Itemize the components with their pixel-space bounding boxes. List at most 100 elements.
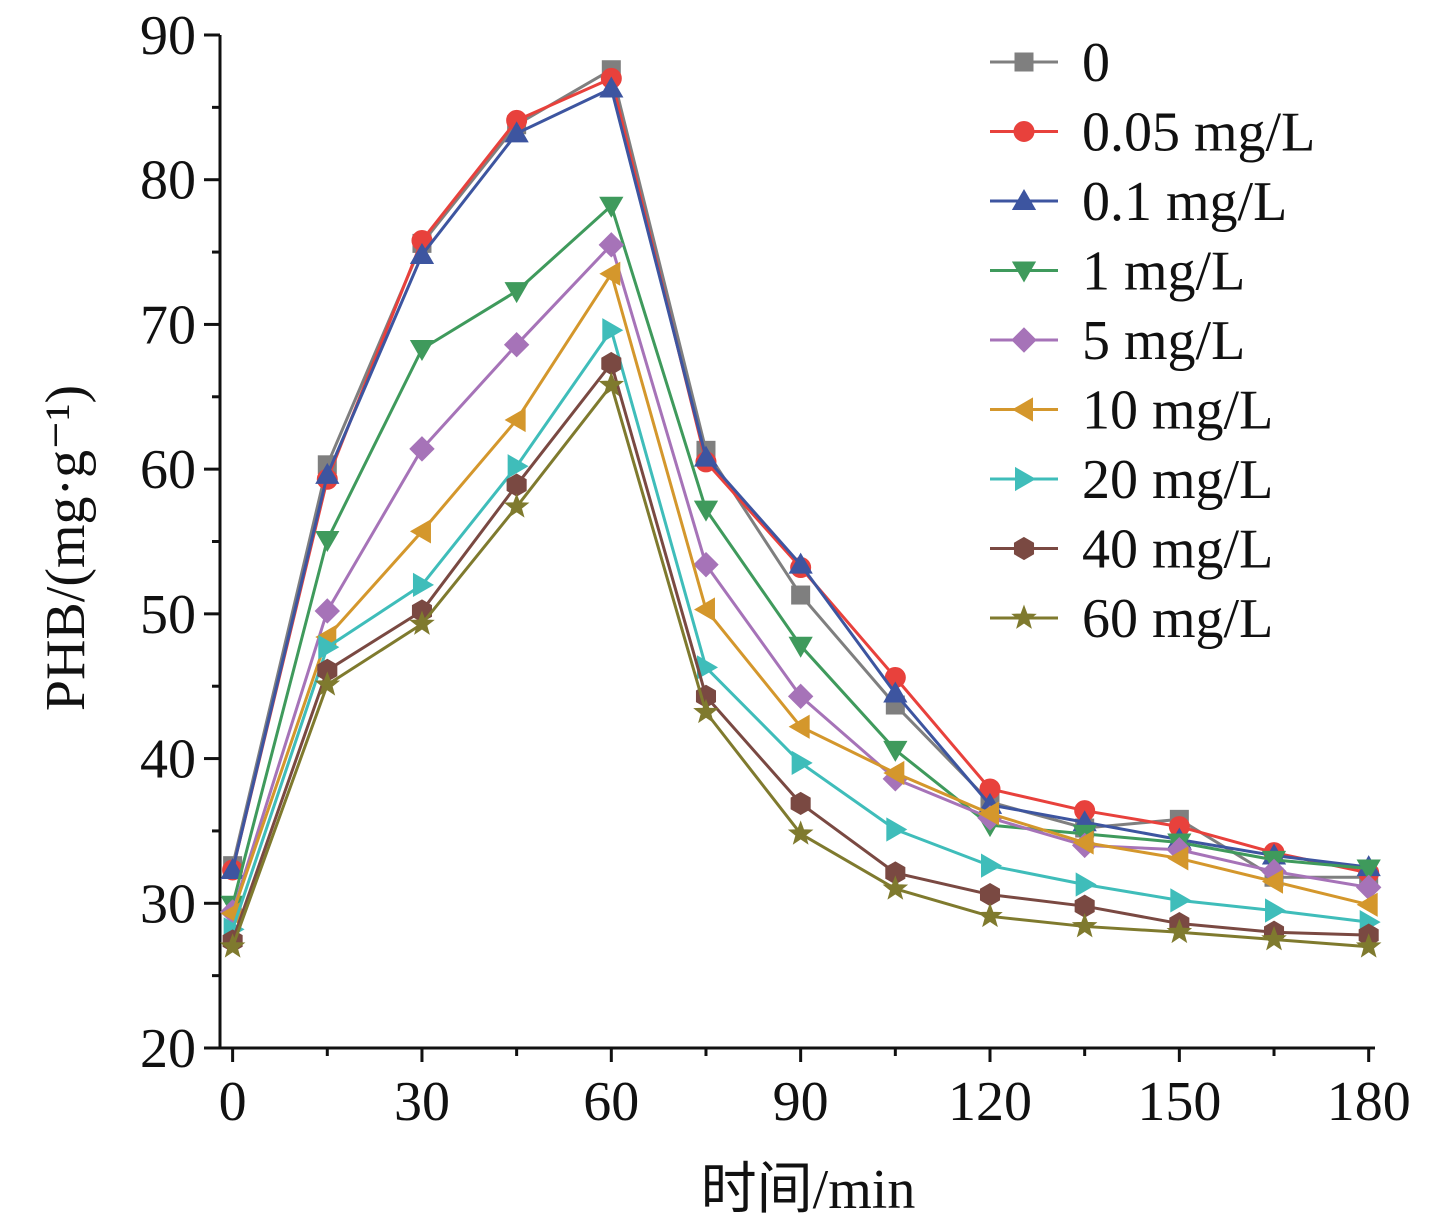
legend-item: 60 mg/L: [990, 588, 1273, 650]
data-point: [1356, 859, 1381, 881]
data-point: [1071, 912, 1098, 938]
legend-item: 0: [990, 32, 1110, 94]
legend-label: 40 mg/L: [1082, 519, 1273, 581]
legend-swatch-marker: [1013, 121, 1035, 142]
data-point: [1355, 933, 1382, 958]
series-layer: [219, 60, 1382, 958]
data-point: [1262, 869, 1284, 894]
data-point: [1265, 898, 1287, 923]
data-point: [314, 598, 341, 624]
legend-swatch-marker: [1013, 536, 1035, 561]
legend-label: 1 mg/L: [1082, 241, 1245, 303]
data-point: [1261, 926, 1287, 951]
x-tick-label: 120: [948, 1071, 1032, 1133]
x-tick-label: 150: [1137, 1071, 1221, 1133]
data-point: [882, 875, 909, 900]
x-tick-label: 180: [1327, 1071, 1411, 1133]
data-point: [977, 902, 1003, 928]
legend-label: 0.05 mg/L: [1082, 102, 1315, 164]
data-point: [409, 519, 431, 544]
data-point: [601, 351, 622, 376]
legend-swatch-marker: [1011, 327, 1037, 353]
data-point: [886, 817, 908, 842]
x-axis-title: 时间/min: [701, 1159, 916, 1221]
x-tick-label: 90: [773, 1071, 829, 1133]
data-point: [1072, 830, 1094, 855]
data-point: [790, 791, 811, 816]
legend-item: 40 mg/L: [990, 519, 1273, 581]
legend-item: 5 mg/L: [990, 310, 1245, 372]
data-point: [883, 681, 908, 703]
legend-swatch-marker: [1014, 52, 1034, 72]
data-point: [787, 820, 814, 845]
data-point: [788, 714, 810, 739]
series-5: [220, 261, 1378, 926]
y-tick-label: 30: [140, 873, 196, 935]
data-point: [978, 801, 999, 826]
data-point: [1166, 918, 1193, 944]
legend: 0 0.05 mg/L 0.1 mg/L 1 mg/L 5 mg/L 10 mg/L 20 …: [990, 32, 1315, 650]
y-tick-label: 20: [140, 1018, 196, 1080]
data-point: [981, 853, 1002, 878]
data-point: [409, 610, 435, 635]
data-point: [788, 552, 813, 574]
y-tick-label: 40: [140, 729, 196, 791]
data-point: [315, 531, 340, 553]
data-point: [504, 282, 529, 304]
data-point: [219, 933, 246, 958]
data-point: [503, 493, 530, 518]
legend-label: 10 mg/L: [1082, 380, 1273, 442]
data-point: [506, 473, 527, 497]
data-point: [693, 597, 715, 622]
legend-label: 0: [1082, 32, 1110, 94]
data-point: [1170, 888, 1192, 913]
y-axis-title: PHB/(mg·g⁻¹): [35, 385, 97, 711]
legend-swatch-marker: [1011, 189, 1037, 210]
legend-label: 0.1 mg/L: [1082, 171, 1287, 233]
data-point: [504, 407, 526, 433]
data-point: [602, 318, 624, 343]
data-point: [314, 671, 341, 696]
y-tick-label: 90: [140, 5, 196, 67]
legend-label: 60 mg/L: [1082, 588, 1273, 650]
legend-item: 1 mg/L: [990, 241, 1245, 303]
data-point: [598, 371, 625, 397]
data-point: [507, 454, 529, 479]
y-tick-label: 70: [140, 294, 196, 356]
series-4: [219, 232, 1382, 925]
data-point: [318, 635, 340, 660]
data-point: [788, 636, 813, 658]
data-point: [599, 76, 624, 98]
x-tick-label: 60: [583, 1071, 639, 1133]
legend-item: 0.05 mg/L: [990, 102, 1315, 164]
data-point: [1356, 892, 1378, 917]
data-point: [979, 883, 1001, 907]
data-point: [409, 340, 435, 362]
x-tick-label: 0: [219, 1071, 247, 1133]
x-tick-label: 30: [394, 1071, 450, 1133]
series-8: [219, 371, 1382, 958]
data-point: [409, 436, 435, 462]
legend-item: 10 mg/L: [990, 380, 1273, 442]
y-tick-label: 50: [140, 584, 196, 646]
data-point: [412, 572, 434, 598]
data-point: [883, 760, 905, 786]
data-point: [599, 196, 624, 218]
data-point: [503, 331, 530, 358]
data-point: [693, 445, 719, 467]
legend-swatch-marker: [1012, 397, 1033, 422]
data-point: [693, 551, 719, 578]
y-tick-label: 80: [140, 150, 196, 212]
data-point: [599, 261, 621, 286]
legend-swatch-marker: [1011, 604, 1037, 629]
axes: 20 30 40 50 60 70 80 90 0 30 60 90 120 150 180: [140, 5, 1411, 1133]
data-point: [787, 683, 814, 710]
data-point: [220, 858, 245, 879]
legend-item: 20 mg/L: [990, 449, 1273, 511]
data-point: [598, 232, 625, 258]
data-point: [1075, 872, 1097, 897]
data-point: [791, 750, 813, 776]
legend-label: 20 mg/L: [1082, 449, 1273, 511]
y-tick-label: 60: [140, 439, 196, 501]
